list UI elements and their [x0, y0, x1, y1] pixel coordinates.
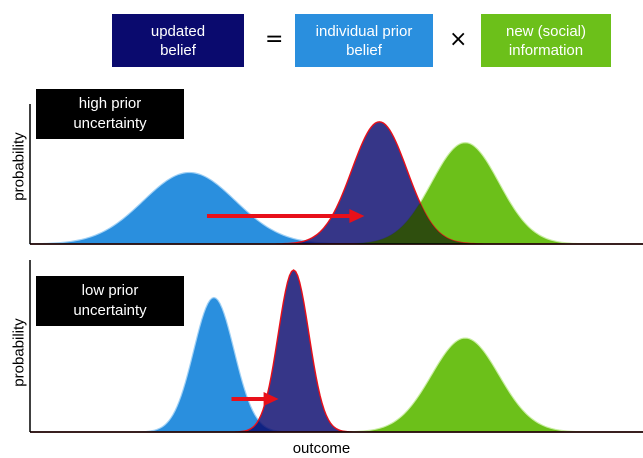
shift-arrowhead-high: [349, 209, 365, 223]
updated-belief-box: updated belief: [112, 14, 244, 67]
equals-sign: =: [265, 27, 284, 52]
social-curve-low: [30, 337, 643, 433]
individual-prior-box: individual prior belief: [295, 14, 433, 67]
times-sign: ×: [449, 27, 468, 52]
new-information-label: new (social) information: [505, 22, 587, 59]
new-information-box: new (social) information: [481, 14, 611, 67]
shift-arrowhead-low: [263, 392, 279, 406]
panel-label-high: high prior uncertainty: [36, 89, 184, 139]
updated-belief-label: updated belief: [150, 22, 206, 59]
x-axis-label: outcome: [292, 440, 351, 457]
y-axis-label-high: probability: [10, 132, 28, 201]
individual-prior-label: individual prior belief: [315, 22, 413, 59]
panel-label-low: low prior uncertainty: [36, 276, 184, 326]
y-axis-label-low: probability: [10, 318, 28, 387]
